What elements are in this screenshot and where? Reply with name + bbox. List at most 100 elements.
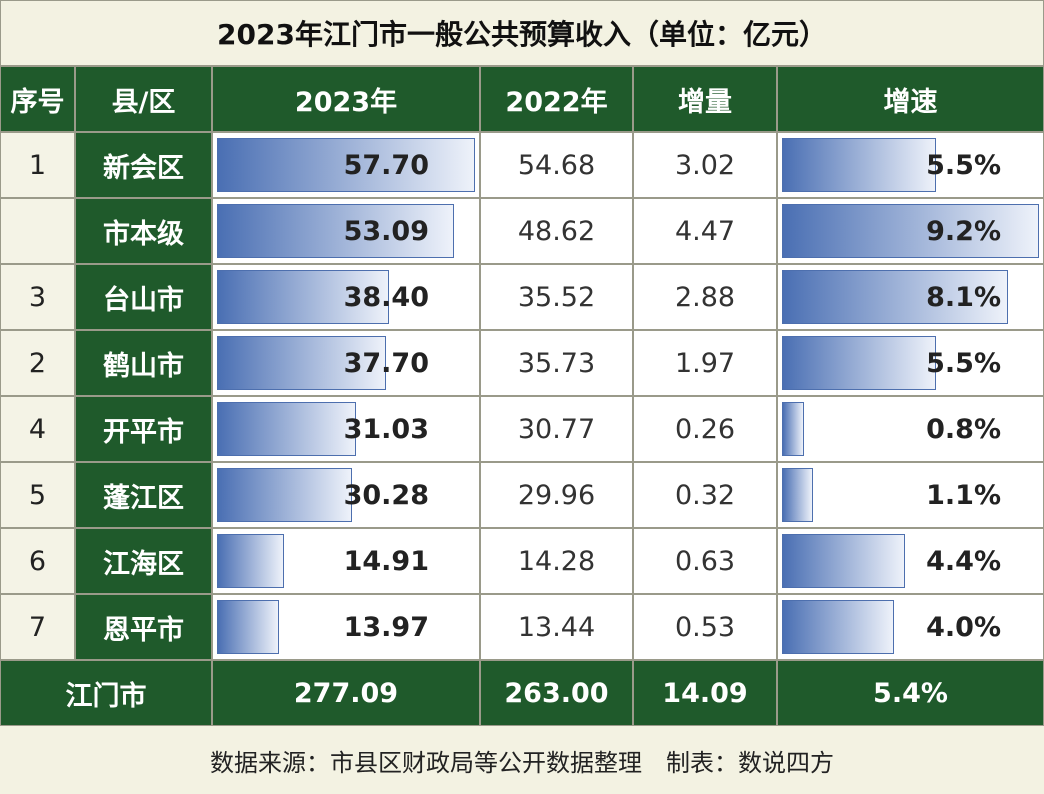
- data-bar: [217, 600, 280, 654]
- rank-cell: 1: [0, 132, 75, 198]
- rank-cell: 7: [0, 594, 75, 660]
- data-bar: [782, 402, 805, 456]
- growth-cell: 1.1%: [777, 462, 1044, 528]
- increase-cell: 0.32: [633, 462, 777, 528]
- growth-cell-text: 1.1%: [926, 479, 1001, 511]
- increase-cell: 0.26: [633, 396, 777, 462]
- rank-cell: 4: [0, 396, 75, 462]
- header-cell: 增量: [633, 66, 777, 132]
- value-2023-cell: 30.28: [212, 462, 480, 528]
- value-2022-cell-text: 48.62: [517, 215, 596, 247]
- value-2023-cell: 14.91: [212, 528, 480, 594]
- header-cell: 2023年: [212, 66, 480, 132]
- rank-cell-text: 2: [28, 347, 47, 379]
- data-bar: [782, 468, 813, 522]
- value-2022-cell: 14.28: [480, 528, 633, 594]
- rank-cell: 6: [0, 528, 75, 594]
- rank-cell-text: 6: [28, 545, 47, 577]
- value-2023-cell-text: 53.09: [343, 215, 429, 247]
- header-cell: 增速: [777, 66, 1044, 132]
- header-cell: 县/区: [75, 66, 212, 132]
- value-2023-cell: 53.09: [212, 198, 480, 264]
- data-bar: [782, 270, 1009, 324]
- value-2022-cell: 35.52: [480, 264, 633, 330]
- header-cell-text: 序号: [10, 86, 65, 118]
- district-cell: 开平市: [75, 396, 212, 462]
- rank-cell: 3: [0, 264, 75, 330]
- growth-cell-text: 4.0%: [926, 611, 1001, 643]
- rank-cell: 5: [0, 462, 75, 528]
- value-2023-cell: 57.70: [212, 132, 480, 198]
- growth-cell: 0.8%: [777, 396, 1044, 462]
- value-2023-cell-text: 31.03: [343, 413, 429, 445]
- district-cell: 台山市: [75, 264, 212, 330]
- district-cell-text: 台山市: [103, 284, 184, 316]
- growth-cell: 4.0%: [777, 594, 1044, 660]
- value-2023-cell: 38.40: [212, 264, 480, 330]
- increase-cell-text: 1.97: [674, 347, 736, 379]
- growth-cell-text: 5.5%: [926, 149, 1001, 181]
- value-2022-cell: 54.68: [480, 132, 633, 198]
- total-cell: 14.09: [633, 660, 777, 726]
- total-label: 江门市: [0, 660, 212, 726]
- data-bar: [782, 336, 936, 390]
- growth-cell-text: 9.2%: [926, 215, 1001, 247]
- rank-cell: [0, 198, 75, 264]
- district-cell: 江海区: [75, 528, 212, 594]
- data-bar: [782, 138, 936, 192]
- data-bar: [782, 204, 1039, 258]
- district-cell: 鹤山市: [75, 330, 212, 396]
- district-cell: 蓬江区: [75, 462, 212, 528]
- data-bar: [782, 600, 894, 654]
- growth-cell: 8.1%: [777, 264, 1044, 330]
- value-2022-cell-text: 35.73: [517, 347, 596, 379]
- rank-cell-text: 1: [28, 149, 47, 181]
- district-cell: 新会区: [75, 132, 212, 198]
- district-cell-text: 开平市: [103, 416, 184, 448]
- district-cell-text: 鹤山市: [103, 350, 184, 382]
- value-2023-cell: 31.03: [212, 396, 480, 462]
- value-2022-cell: 48.62: [480, 198, 633, 264]
- growth-cell: 9.2%: [777, 198, 1044, 264]
- increase-cell-text: 4.47: [674, 215, 736, 247]
- value-2023-cell-text: 37.70: [343, 347, 429, 379]
- district-cell-text: 恩平市: [103, 614, 184, 646]
- value-2023-cell-text: 30.28: [343, 479, 429, 511]
- value-2022-cell-text: 30.77: [517, 413, 596, 445]
- value-2022-cell: 30.77: [480, 396, 633, 462]
- data-bar: [217, 204, 455, 258]
- total-cell-text: 263.00: [504, 677, 609, 709]
- growth-cell-text: 0.8%: [926, 413, 1001, 445]
- increase-cell-text: 2.88: [674, 281, 736, 313]
- value-2023-cell-text: 57.70: [343, 149, 429, 181]
- header-cell-text: 2023年: [294, 86, 398, 118]
- header-cell: 2022年: [480, 66, 633, 132]
- value-2023-cell-text: 38.40: [343, 281, 429, 313]
- total-label-text: 江门市: [65, 680, 147, 712]
- value-2022-cell-text: 54.68: [517, 149, 596, 181]
- growth-cell: 4.4%: [777, 528, 1044, 594]
- data-bar: [217, 402, 356, 456]
- total-cell-text: 277.09: [293, 677, 399, 709]
- total-cell-text: 14.09: [662, 677, 748, 709]
- value-2022-cell-text: 14.28: [517, 545, 596, 577]
- source-note: 数据来源：市县区财政局等公开数据整理 制表：数说四方: [210, 748, 834, 777]
- data-bar: [217, 138, 475, 192]
- data-bar: [782, 534, 905, 588]
- value-2023-cell-text: 13.97: [343, 611, 429, 643]
- header-cell-text: 增速: [883, 86, 938, 118]
- value-2022-cell: 35.73: [480, 330, 633, 396]
- total-cell: 5.4%: [777, 660, 1044, 726]
- increase-cell: 2.88: [633, 264, 777, 330]
- district-cell-text: 市本级: [103, 218, 184, 250]
- increase-cell-text: 0.32: [674, 479, 736, 511]
- header-cell-text: 2022年: [505, 86, 608, 118]
- increase-cell: 0.63: [633, 528, 777, 594]
- rank-cell-text: 5: [28, 479, 47, 511]
- rank-cell-text: 4: [28, 413, 47, 445]
- increase-cell: 3.02: [633, 132, 777, 198]
- value-2023-cell: 13.97: [212, 594, 480, 660]
- total-cell: 263.00: [480, 660, 633, 726]
- district-cell-text: 新会区: [103, 152, 184, 184]
